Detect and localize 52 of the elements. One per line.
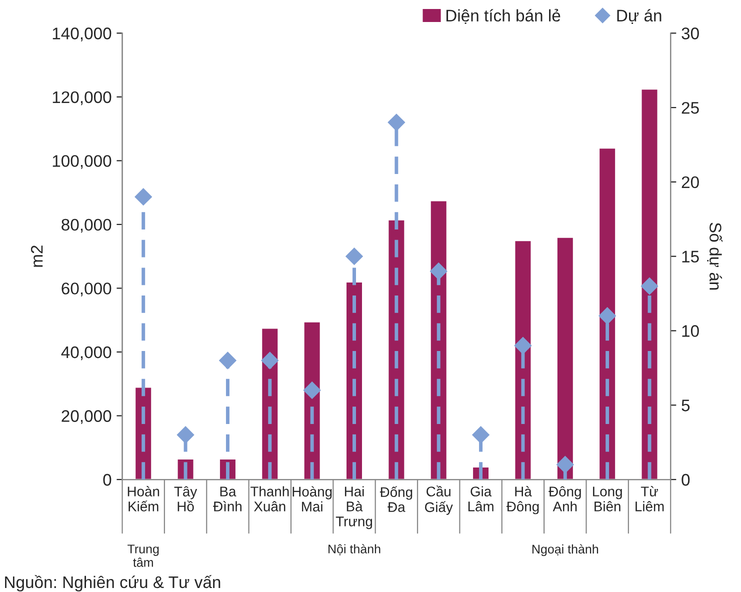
x-tick-label: Hoàng Mai	[292, 486, 332, 512]
x-tick-label: Đống Đa	[380, 486, 412, 512]
point	[346, 248, 363, 265]
y-tick-label: 40,000	[61, 346, 112, 360]
point	[134, 188, 152, 206]
y-axis-title: m2	[30, 246, 43, 267]
y-tick-label: 20,000	[62, 410, 112, 424]
point	[219, 352, 236, 370]
y-tick-label: 0	[103, 474, 112, 486]
point	[556, 456, 574, 474]
y2-tick-label: 10	[682, 325, 699, 337]
point	[176, 426, 194, 444]
legend-label: Dự án	[617, 9, 662, 24]
point	[261, 352, 278, 370]
y-tick-label: 80,000	[62, 218, 112, 233]
x-tick-label: Ba Đình	[213, 486, 242, 512]
y-tick-label: 100,000	[52, 155, 112, 169]
y2-tick-label: 15	[682, 250, 699, 263]
y2-tick-label: 20	[682, 176, 699, 188]
bar	[640, 88, 659, 480]
x-tick-label: Hà Đông	[506, 486, 539, 514]
y-tick-label: 60,000	[62, 282, 112, 296]
y2-tick-label: 5	[682, 400, 690, 412]
y2-tick-label: 25	[682, 102, 699, 114]
x-tick-label: Từ Liêm	[636, 486, 664, 512]
x-tick-label: Hoàn Kiếm	[128, 486, 160, 512]
legend-label: Diện tích bán lẻ	[446, 8, 560, 24]
y2-axis-title: Số dự án	[707, 222, 723, 290]
bar	[598, 147, 616, 480]
x-tick-label: Gia Lâm	[468, 486, 494, 512]
text: Nội thành	[328, 544, 380, 556]
y2-tick-label: 0	[682, 474, 690, 486]
y-tick-label: 140,000	[52, 28, 112, 42]
x-tick-label: Cầu Giấy	[425, 486, 453, 515]
point	[304, 382, 321, 399]
y-tick-label: 120,000	[52, 91, 112, 106]
y2-tick-label: 30	[682, 28, 699, 40]
x-tick-label: Hai Bà Trưng	[336, 486, 372, 530]
point	[388, 114, 405, 131]
text: Nguồn: Nghiên cứu & Tư vấn	[5, 575, 220, 592]
point	[514, 337, 532, 354]
x-tick-label: Tây Hồ	[174, 486, 198, 512]
text: Ngoại thành	[532, 544, 598, 556]
text: Trung tâm	[128, 544, 159, 567]
point	[640, 278, 658, 295]
point	[598, 307, 616, 324]
x-tick-label: Thanh Xuân	[250, 486, 289, 512]
x-tick-label: Đông Anh	[548, 486, 581, 512]
point	[472, 426, 490, 444]
bar	[556, 236, 574, 480]
point	[430, 262, 448, 280]
x-tick-label: Long Biên	[593, 486, 622, 512]
